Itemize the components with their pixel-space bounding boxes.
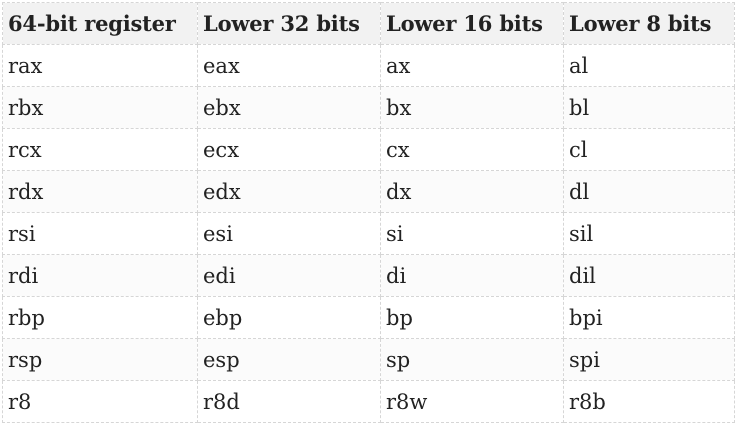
cell-16-bit: si xyxy=(380,212,564,255)
cell-32-bit: ecx xyxy=(197,128,381,171)
cell-32-bit: ebp xyxy=(197,296,381,339)
cell-16-bit: di xyxy=(380,254,564,297)
cell-64-bit: rax xyxy=(2,44,198,87)
header-64-bit-register: 64-bit register xyxy=(2,2,198,45)
cell-64-bit: rcx xyxy=(2,128,198,171)
cell-16-bit: bx xyxy=(380,86,564,129)
table-body: rax eax ax al rbx ebx bx bl rcx ecx cx c… xyxy=(2,44,735,423)
table-row: rbp ebp bp bpi xyxy=(2,296,735,339)
table-row: rcx ecx cx cl xyxy=(2,128,735,171)
cell-32-bit: ebx xyxy=(197,86,381,129)
cell-8-bit: bpi xyxy=(563,296,735,339)
cell-32-bit: esi xyxy=(197,212,381,255)
header-lower-8-bits: Lower 8 bits xyxy=(563,2,735,45)
cell-8-bit: r8b xyxy=(563,380,735,423)
table-header: 64-bit register Lower 32 bits Lower 16 b… xyxy=(2,2,735,45)
cell-16-bit: ax xyxy=(380,44,564,87)
cell-64-bit: rbx xyxy=(2,86,198,129)
table-row: rsi esi si sil xyxy=(2,212,735,255)
table-row: rbx ebx bx bl xyxy=(2,86,735,129)
cell-32-bit: edx xyxy=(197,170,381,213)
table-row: rdi edi di dil xyxy=(2,254,735,297)
cell-32-bit: r8d xyxy=(197,380,381,423)
cell-8-bit: sil xyxy=(563,212,735,255)
table-row: rax eax ax al xyxy=(2,44,735,87)
cell-64-bit: rsi xyxy=(2,212,198,255)
cell-64-bit: rdx xyxy=(2,170,198,213)
header-row: 64-bit register Lower 32 bits Lower 16 b… xyxy=(2,2,735,45)
cell-32-bit: eax xyxy=(197,44,381,87)
cell-8-bit: dl xyxy=(563,170,735,213)
cell-64-bit: rdi xyxy=(2,254,198,297)
cell-8-bit: cl xyxy=(563,128,735,171)
cell-32-bit: esp xyxy=(197,338,381,381)
cell-16-bit: sp xyxy=(380,338,564,381)
cell-64-bit: r8 xyxy=(2,380,198,423)
cell-16-bit: cx xyxy=(380,128,564,171)
table-row: r8 r8d r8w r8b xyxy=(2,380,735,423)
header-lower-16-bits: Lower 16 bits xyxy=(380,2,564,45)
table-row: rsp esp sp spi xyxy=(2,338,735,381)
cell-8-bit: spi xyxy=(563,338,735,381)
table-row: rdx edx dx dl xyxy=(2,170,735,213)
cell-16-bit: bp xyxy=(380,296,564,339)
cell-8-bit: al xyxy=(563,44,735,87)
cell-64-bit: rsp xyxy=(2,338,198,381)
cell-16-bit: r8w xyxy=(380,380,564,423)
cell-32-bit: edi xyxy=(197,254,381,297)
cell-16-bit: dx xyxy=(380,170,564,213)
register-table: 64-bit register Lower 32 bits Lower 16 b… xyxy=(2,2,735,423)
header-lower-32-bits: Lower 32 bits xyxy=(197,2,381,45)
cell-8-bit: dil xyxy=(563,254,735,297)
cell-8-bit: bl xyxy=(563,86,735,129)
cell-64-bit: rbp xyxy=(2,296,198,339)
